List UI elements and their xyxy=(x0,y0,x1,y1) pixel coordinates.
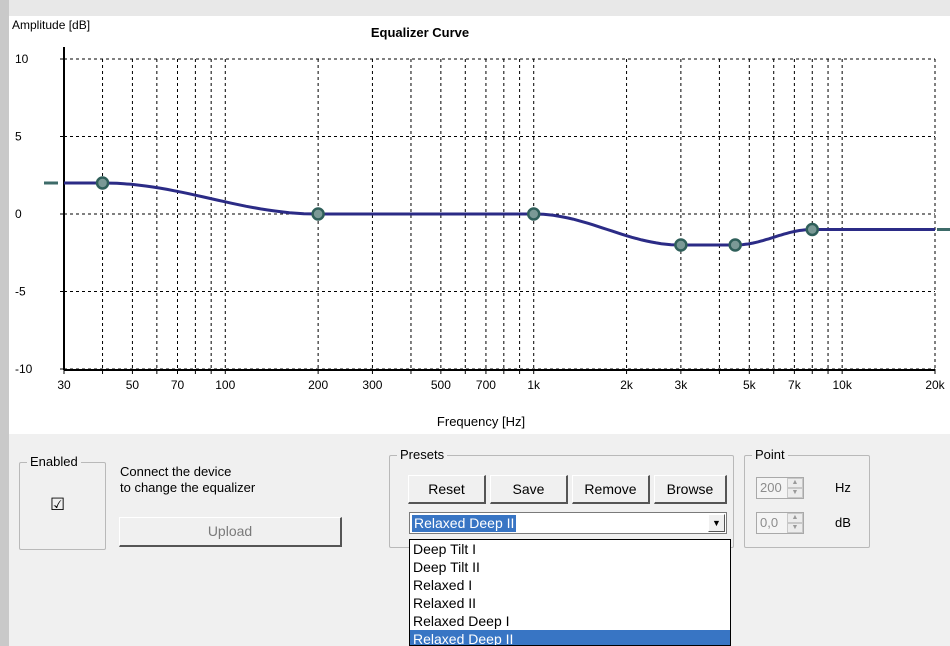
enabled-checkbox[interactable]: ☑ xyxy=(50,495,66,515)
y-tick-label: 10 xyxy=(15,52,29,66)
preset-dropdown-list[interactable]: Deep Tilt I Deep Tilt II Relaxed I Relax… xyxy=(409,539,731,646)
device-message-line-2: to change the equalizer xyxy=(120,480,256,495)
x-tick-label: 300 xyxy=(362,378,382,392)
presets-legend: Presets xyxy=(397,447,448,463)
x-tick-label: 20k xyxy=(925,378,945,392)
x-tick-label: 100 xyxy=(215,378,235,392)
x-tick-label: 500 xyxy=(431,378,451,392)
upload-button[interactable]: Upload xyxy=(119,517,342,547)
preset-select-value: Relaxed Deep II xyxy=(412,515,517,532)
preset-option[interactable]: Deep Tilt II xyxy=(413,559,480,575)
hz-spinner[interactable]: 200 ▲ ▼ xyxy=(756,477,804,499)
x-tick-label: 50 xyxy=(126,378,140,392)
reset-button[interactable]: Reset xyxy=(408,475,486,504)
db-spinner[interactable]: 0,0 ▲ ▼ xyxy=(756,512,804,534)
x-tick-label: 700 xyxy=(476,378,496,392)
spin-down-icon[interactable]: ▼ xyxy=(787,523,803,533)
chevron-down-icon[interactable]: ▼ xyxy=(708,514,725,532)
preset-option[interactable]: Relaxed Deep I xyxy=(413,613,510,629)
x-tick-label: 70 xyxy=(171,378,185,392)
equalizer-chart-panel[interactable]: Amplitude [dB] Equalizer Curve 30 50 70 100… xyxy=(9,16,950,434)
preset-option[interactable]: Deep Tilt I xyxy=(413,541,477,557)
chart-xlabel: Frequency [Hz] xyxy=(437,414,525,429)
device-message-line-1: Connect the device xyxy=(120,464,232,479)
eq-control-point[interactable] xyxy=(526,207,541,221)
spin-up-icon[interactable]: ▲ xyxy=(787,513,803,523)
eq-control-point[interactable] xyxy=(95,176,110,190)
x-tick-label: 3k xyxy=(675,378,689,392)
window-left-edge xyxy=(0,0,9,646)
y-tick-label: 0 xyxy=(15,207,22,221)
point-legend: Point xyxy=(752,447,788,463)
x-tick-label: 30 xyxy=(57,378,71,392)
x-tick-label: 10k xyxy=(832,378,852,392)
preset-select[interactable]: Relaxed Deep II ▼ xyxy=(409,512,727,534)
x-tick-label: 2k xyxy=(620,378,634,392)
window-top-edge xyxy=(9,0,950,16)
eq-control-point[interactable] xyxy=(311,207,325,221)
device-message: Connect the device to change the equaliz… xyxy=(120,464,255,496)
eq-control-point[interactable] xyxy=(728,238,742,252)
chart-ylabel: Amplitude [dB] xyxy=(12,18,90,32)
browse-button[interactable]: Browse xyxy=(654,475,727,504)
x-tick-labels: 30 50 70 100 200 300 500 700 1k 2k 3k 5k 7k 10k 20k xyxy=(57,378,945,392)
hz-unit: Hz xyxy=(835,480,851,495)
remove-button[interactable]: Remove xyxy=(572,475,650,504)
chart-title: Equalizer Curve xyxy=(371,25,469,40)
preset-option[interactable]: Relaxed I xyxy=(413,577,473,593)
preset-option[interactable]: Relaxed II xyxy=(413,595,477,611)
preset-option-selected[interactable]: Relaxed Deep II xyxy=(410,630,730,645)
x-tick-label: 200 xyxy=(308,378,328,392)
x-tick-label: 5k xyxy=(743,378,757,392)
save-button[interactable]: Save xyxy=(490,475,568,504)
db-unit: dB xyxy=(835,515,851,530)
equalizer-curve-chart[interactable]: Amplitude [dB] Equalizer Curve 30 50 70 100… xyxy=(9,16,950,434)
x-tick-label: 1k xyxy=(527,378,541,392)
y-tick-label: -10 xyxy=(15,362,33,376)
spin-up-icon[interactable]: ▲ xyxy=(787,478,803,488)
eq-curve-line xyxy=(64,181,935,247)
enabled-legend: Enabled xyxy=(27,454,81,470)
db-value: 0,0 xyxy=(760,515,779,530)
x-tick-label: 7k xyxy=(788,378,802,392)
eq-control-point[interactable] xyxy=(674,238,688,252)
enabled-group: Enabled ☑ xyxy=(19,454,106,550)
chart-axes xyxy=(60,47,936,374)
point-group: Point xyxy=(744,447,870,548)
y-tick-label: -5 xyxy=(15,285,26,299)
y-tick-label: 5 xyxy=(15,130,22,144)
eq-curve-series[interactable] xyxy=(44,176,950,252)
y-tick-labels: 10 5 0 -5 -10 xyxy=(15,52,33,376)
spin-down-icon[interactable]: ▼ xyxy=(787,488,803,498)
hz-value: 200 xyxy=(760,480,782,495)
eq-control-point[interactable] xyxy=(805,222,820,237)
